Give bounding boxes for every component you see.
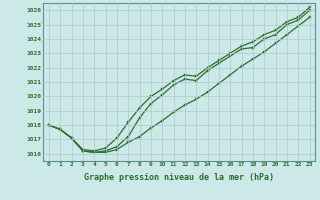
X-axis label: Graphe pression niveau de la mer (hPa): Graphe pression niveau de la mer (hPa) <box>84 173 274 182</box>
